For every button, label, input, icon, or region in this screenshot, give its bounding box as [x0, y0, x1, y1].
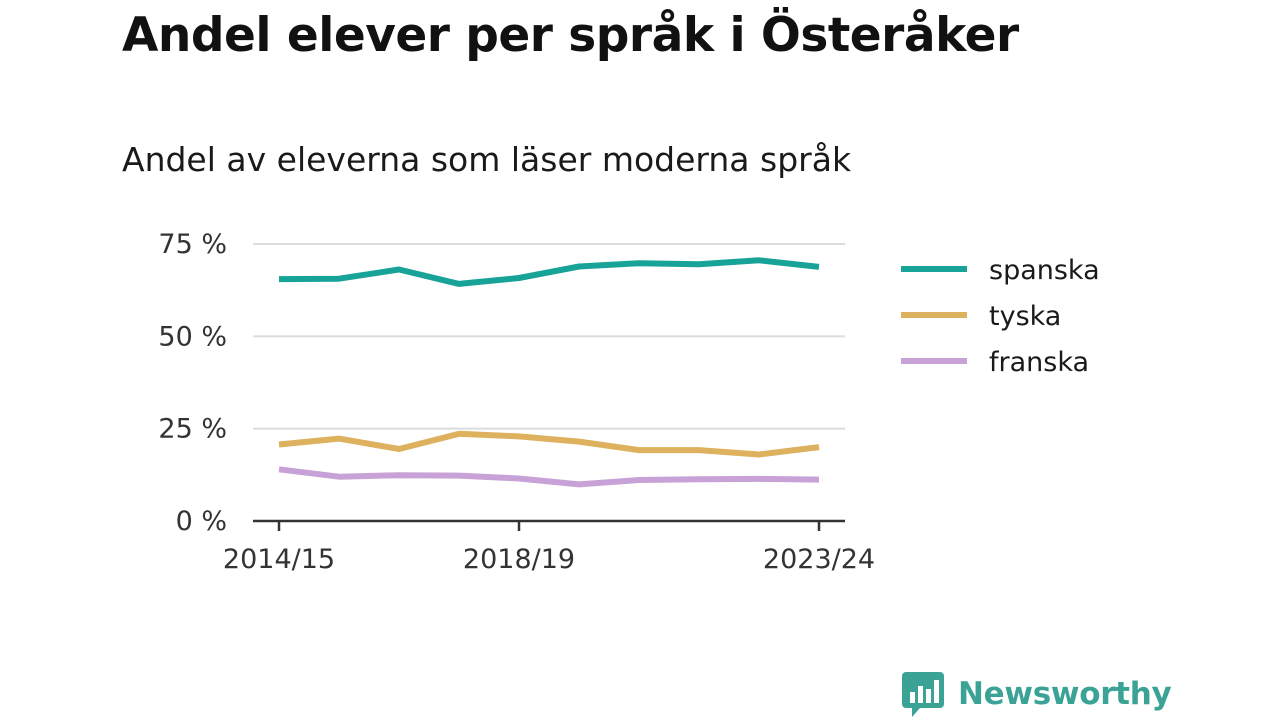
series-line-tyska [278, 430, 820, 458]
page-subtitle: Andel av eleverna som läser moderna språ… [122, 140, 852, 179]
series-line-franska [278, 466, 820, 488]
bar-chart-speech-bubble-icon [902, 672, 944, 717]
page-title: Andel elever per språk i Österåker [122, 8, 1019, 63]
y-tick-label: 75 % [158, 229, 227, 260]
x-tick-label: 2018/19 [463, 544, 575, 575]
y-tick-label: 0 % [176, 506, 227, 537]
y-tick-label: 50 % [158, 321, 227, 352]
brand-name: Newsworthy [958, 676, 1172, 712]
legend-label-spanska: spanska [989, 255, 1100, 286]
series-lines [278, 257, 820, 488]
y-tick-label: 25 % [158, 414, 227, 445]
legend: spanska tyska franska [901, 255, 1100, 378]
line-chart: 0 % 25 % 50 % 75 % 2014/15 2018/19 2023/24 sp… [158, 229, 1100, 575]
x-tick-label: 2014/15 [223, 544, 335, 575]
x-tick-label: 2023/24 [763, 544, 875, 575]
x-axis: 2014/15 2018/19 2023/24 [223, 519, 875, 575]
series-line-spanska [278, 257, 820, 287]
y-axis: 0 % 25 % 50 % 75 % [158, 229, 227, 537]
grid-lines [253, 243, 845, 430]
legend-label-franska: franska [989, 347, 1089, 378]
legend-label-tyska: tyska [989, 301, 1061, 332]
brand-logo: Newsworthy [902, 670, 1172, 718]
